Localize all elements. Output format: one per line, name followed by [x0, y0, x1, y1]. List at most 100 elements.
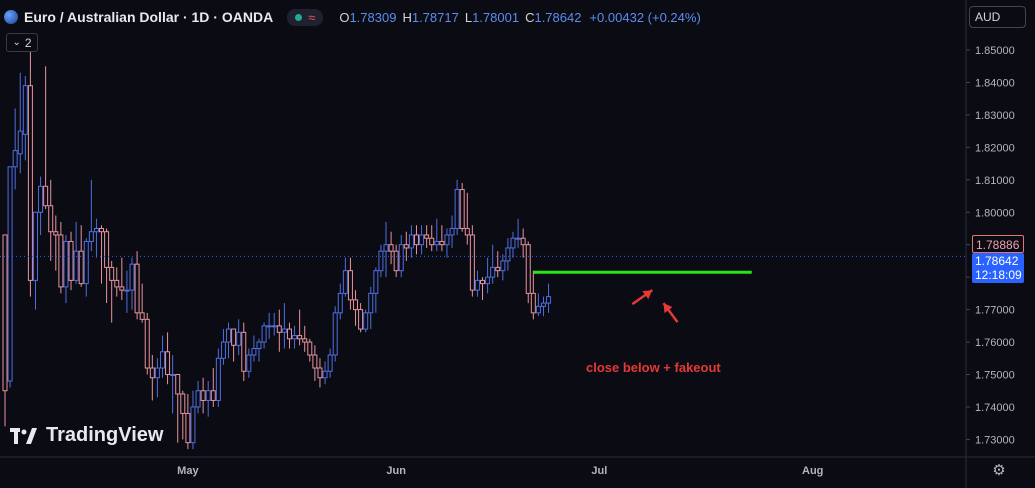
candle-body	[266, 325, 272, 328]
indicators-toggle-button[interactable]: ⌄ 2	[6, 33, 38, 52]
candle-body	[515, 237, 521, 240]
candle-body	[261, 325, 267, 343]
candle-body	[170, 374, 176, 376]
overlay-layer	[0, 255, 965, 323]
candle-body	[297, 335, 303, 340]
symbol-title[interactable]: Euro / Australian Dollar · 1D · OANDA	[24, 9, 274, 25]
change-value: +0.00432 (+0.24%)	[589, 9, 701, 25]
candle-body	[500, 260, 506, 272]
candle-body	[144, 318, 150, 369]
candle-body	[195, 390, 201, 408]
candle-body	[530, 292, 536, 314]
high-label: H	[402, 9, 412, 25]
candle-body	[393, 250, 399, 272]
candle-body	[205, 390, 211, 401]
candle-body	[200, 390, 206, 401]
candle-body	[215, 357, 221, 401]
candle-body	[307, 341, 313, 356]
candle-body	[454, 189, 460, 229]
candle-body	[510, 237, 516, 249]
candle-body	[424, 234, 430, 239]
candle-body	[114, 279, 120, 288]
candle-body	[434, 240, 440, 246]
candle-body	[312, 354, 318, 369]
candle-body	[210, 390, 216, 401]
y-tick-label: 1.82000	[975, 142, 1015, 154]
x-tick-label: Jul	[591, 465, 607, 477]
low-value: 1.78001	[472, 9, 520, 25]
candle-body	[73, 250, 79, 281]
candle-body	[520, 237, 526, 246]
candle-body	[12, 150, 18, 168]
candle-body	[154, 367, 160, 379]
countdown-value: 12:18:09	[975, 268, 1022, 282]
candle-body	[139, 312, 145, 320]
market-open-icon	[295, 13, 303, 21]
candle-body	[83, 240, 89, 285]
y-tick-label: 1.83000	[975, 110, 1015, 122]
symbol-header: Euro / Australian Dollar · 1D · OANDA ≈ …	[4, 6, 701, 28]
candle-body	[373, 270, 379, 294]
candle-body	[474, 279, 480, 291]
candle-body	[490, 266, 496, 278]
x-tick-label: Aug	[802, 465, 823, 477]
candle-body	[226, 328, 232, 343]
candle-body	[403, 244, 409, 249]
candle-body	[429, 237, 435, 246]
candle-body	[485, 276, 491, 285]
candle-body	[256, 341, 262, 350]
candle-body	[134, 263, 140, 314]
close-value: 1.78642	[534, 9, 582, 25]
candle-body	[292, 335, 298, 340]
candle-body	[398, 244, 404, 272]
candle-body	[337, 292, 343, 314]
candle-body	[540, 302, 546, 307]
current-price-tag: 1.78642 12:18:09	[972, 253, 1024, 283]
candle-body	[358, 309, 364, 330]
y-tick-label: 1.75000	[975, 370, 1015, 382]
candle-body	[286, 328, 292, 340]
wave-icon: ≈	[308, 9, 316, 25]
candle-body	[53, 231, 59, 236]
tradingview-logo-icon	[10, 427, 37, 444]
y-tick-label: 1.77000	[975, 305, 1015, 317]
candle-body	[322, 370, 328, 379]
candle-body	[546, 296, 552, 304]
x-tick-label: May	[177, 465, 199, 477]
candle-body	[464, 227, 470, 236]
candle-body	[185, 412, 191, 444]
gear-icon[interactable]: ⚙	[992, 462, 1006, 479]
candle-body	[246, 354, 252, 372]
candle-body	[363, 312, 369, 330]
indicator-count: 2	[24, 35, 32, 50]
symbol-flag-icon	[4, 10, 18, 24]
candle-body	[505, 247, 511, 262]
x-tick-label: Jun	[386, 465, 406, 477]
candle-body	[220, 341, 226, 359]
candle-body	[332, 312, 338, 356]
candle-body	[68, 240, 74, 281]
open-value: 1.78309	[349, 9, 397, 25]
candle-body	[378, 250, 384, 272]
candle-body	[525, 244, 531, 294]
candle-body	[149, 367, 155, 379]
currency-select[interactable]: AUD	[969, 6, 1026, 28]
arrow-head	[642, 290, 653, 300]
candle-body	[165, 351, 171, 376]
candle-body	[383, 244, 389, 252]
y-tick-label: 1.85000	[975, 45, 1015, 57]
candle-body	[327, 354, 333, 372]
market-status-pill[interactable]: ≈	[287, 8, 324, 26]
chart-annotation: close below + fakeout	[586, 360, 721, 375]
chevron-down-icon: ⌄	[12, 37, 21, 48]
y-tick-label: 1.81000	[975, 175, 1015, 187]
candle-body	[419, 234, 425, 246]
close-label: C	[525, 9, 535, 25]
candle-body	[180, 393, 186, 414]
candle-body	[27, 85, 33, 281]
candle-body	[413, 234, 419, 246]
previous-close-tag: 1.78886	[972, 235, 1024, 253]
y-tick-label: 1.73000	[975, 434, 1015, 446]
